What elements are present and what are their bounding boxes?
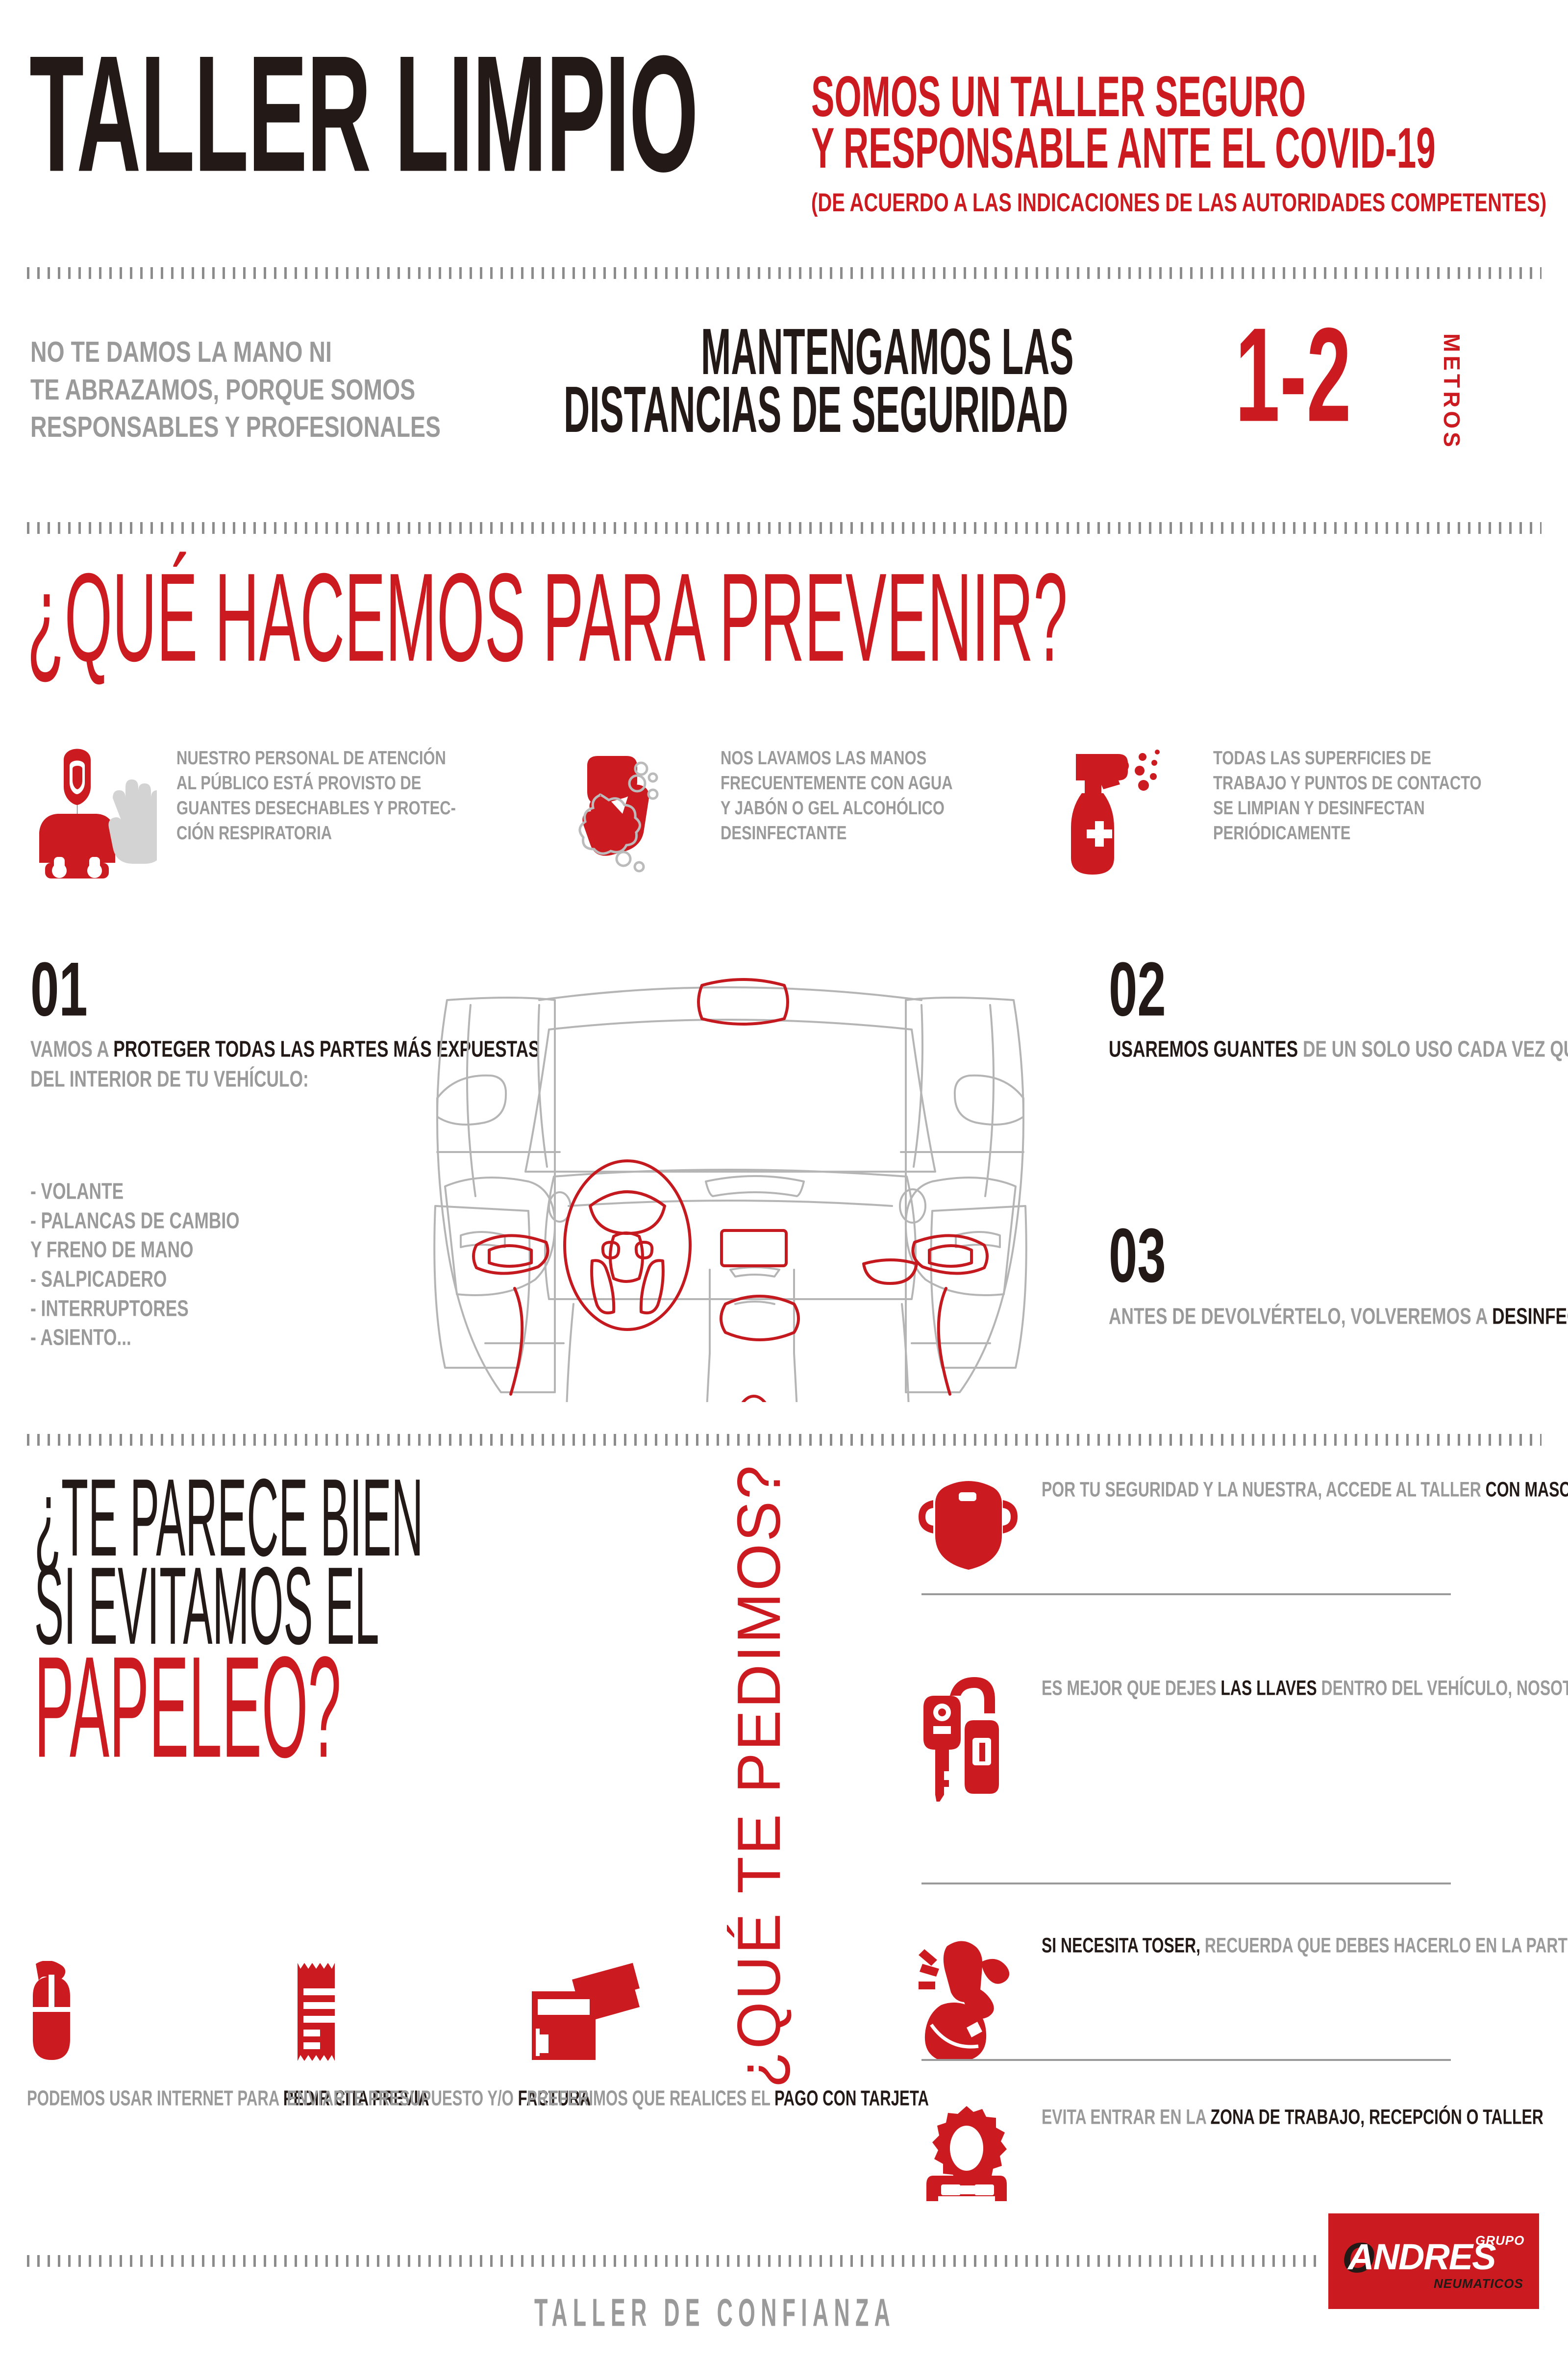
step-1-number: 01 <box>30 947 88 1032</box>
logo-name: ANDRES <box>1348 2236 1496 2277</box>
header: TALLER LIMPIO SOMOS UN TALLER SEGURO Y R… <box>0 0 1568 255</box>
computer-mouse-icon <box>27 1960 105 2064</box>
logo-o-mark: O <box>1342 2234 1375 2282</box>
header-subtitle-line1: SOMOS UN TALLER SEGURO <box>811 65 1306 129</box>
prevent-item-2-text: NOS LAVAMOS LAS MANOS FRECUENTEMENTE CON… <box>721 747 953 844</box>
header-subtitle-line2: Y RESPONSABLE ANTE EL COVID-19 <box>811 116 1436 180</box>
requests-heading: ¿QUÉ TE PEDIMOS? <box>725 1463 793 2088</box>
receipt-icon <box>287 1961 365 2064</box>
request-item-2-text: ES MEJOR QUE DEJES LAS LLAVES DENTRO DEL… <box>1042 1677 1568 1700</box>
request-item-3-text: SI NECESITA TOSER, RECUERDA QUE DEBES HA… <box>1042 1934 1568 1957</box>
distance-unit: METROS <box>1439 333 1465 451</box>
divider-3 <box>27 1434 1542 1446</box>
prevent-item-1-text: NUESTRO PERSONAL DE ATENCIÓN AL PÚBLICO … <box>176 747 456 844</box>
step-1-text: VAMOS A PROTEGER TODAS LAS PARTES MÁS EX… <box>30 1036 540 1092</box>
request-item-1-text: POR TU SEGURIDAD Y LA NUESTRA, ACCEDE AL… <box>1042 1478 1568 1502</box>
request-divider-2 <box>921 1882 1451 1884</box>
page-title: TALLER LIMPIO <box>29 22 698 207</box>
step-2-number: 02 <box>1109 947 1166 1032</box>
prevent-item-3-text: TODAS LAS SUPERFICIES DE TRABAJO Y PUNTO… <box>1213 747 1482 844</box>
logo-neumaticos-label: NEUMATICOS <box>1434 2276 1523 2291</box>
paperless-item-3-text: PREFERIMOS QUE REALICES EL PAGO CON TARJ… <box>527 2086 929 2110</box>
distance-number: 1-2 <box>1235 300 1351 450</box>
face-mask-icon <box>912 1476 1024 1576</box>
footer-tagline: TALLER DE CONFIANZA <box>534 2290 896 2334</box>
step-1-list: - VOLANTE - PALANCAS DE CAMBIO Y FRENO D… <box>30 1178 240 1350</box>
no-handshake-text: NO TE DAMOS LA MANO NI TE ABRAZAMOS, POR… <box>30 335 441 444</box>
distance-headline-line2: DISTANCIAS DE SEGURIDAD <box>564 374 1069 446</box>
step-3-text: ANTES DE DEVOLVÉRTELO, VOLVEREMOS A DESI… <box>1109 1303 1568 1329</box>
credit-card-icon <box>527 1961 640 2064</box>
workshop-zone-icon <box>912 2103 1024 2208</box>
logo-grupo-label: GRUPO <box>1475 2233 1525 2248</box>
divider-1 <box>27 267 1542 279</box>
car-interior-diagram <box>392 931 1069 1547</box>
request-divider-1 <box>921 1593 1451 1595</box>
handwash-icon <box>578 740 701 882</box>
paperless-item-2-text: ENVIARTE PRESUPUESTO Y/O FACTURA <box>287 2086 591 2110</box>
paperless-item-1-text: PODEMOS USAR INTERNET PARA PEDIR CITA PR… <box>27 2086 429 2110</box>
paperless-heading-line3: PAPELEO? <box>34 1627 341 1788</box>
brand-logo[interactable]: O ANDRES GRUPO NEUMATICOS <box>1328 2213 1539 2309</box>
prevent-heading: ¿QUÉ HACEMOS PARA PREVENIR? <box>27 547 1068 688</box>
header-note: (DE ACUERDO A LAS INDICACIONES DE LAS AU… <box>811 188 1547 217</box>
divider-2 <box>27 522 1542 534</box>
cough-elbow-icon <box>912 1932 1024 2063</box>
request-divider-3 <box>921 2059 1451 2061</box>
step-3-number: 03 <box>1109 1213 1166 1299</box>
distance-headline-line1: MANTENGAMOS LAS <box>701 316 1074 388</box>
divider-footer <box>27 2255 1321 2267</box>
car-keys-icon <box>912 1674 1024 1806</box>
request-item-4-text: EVITA ENTRAR EN LA ZONA DE TRABAJO, RECE… <box>1042 2106 1543 2129</box>
worker-with-hand-icon <box>34 740 164 882</box>
step-2-text: USAREMOS GUANTES DE UN SOLO USO CADA VEZ… <box>1109 1036 1568 1062</box>
paperless-heading-line2: SI EVITAMOS EL <box>34 1544 379 1667</box>
paperless-heading-line1: ¿TE PARECE BIEN <box>34 1456 423 1579</box>
spray-bottle-icon <box>1071 740 1194 882</box>
